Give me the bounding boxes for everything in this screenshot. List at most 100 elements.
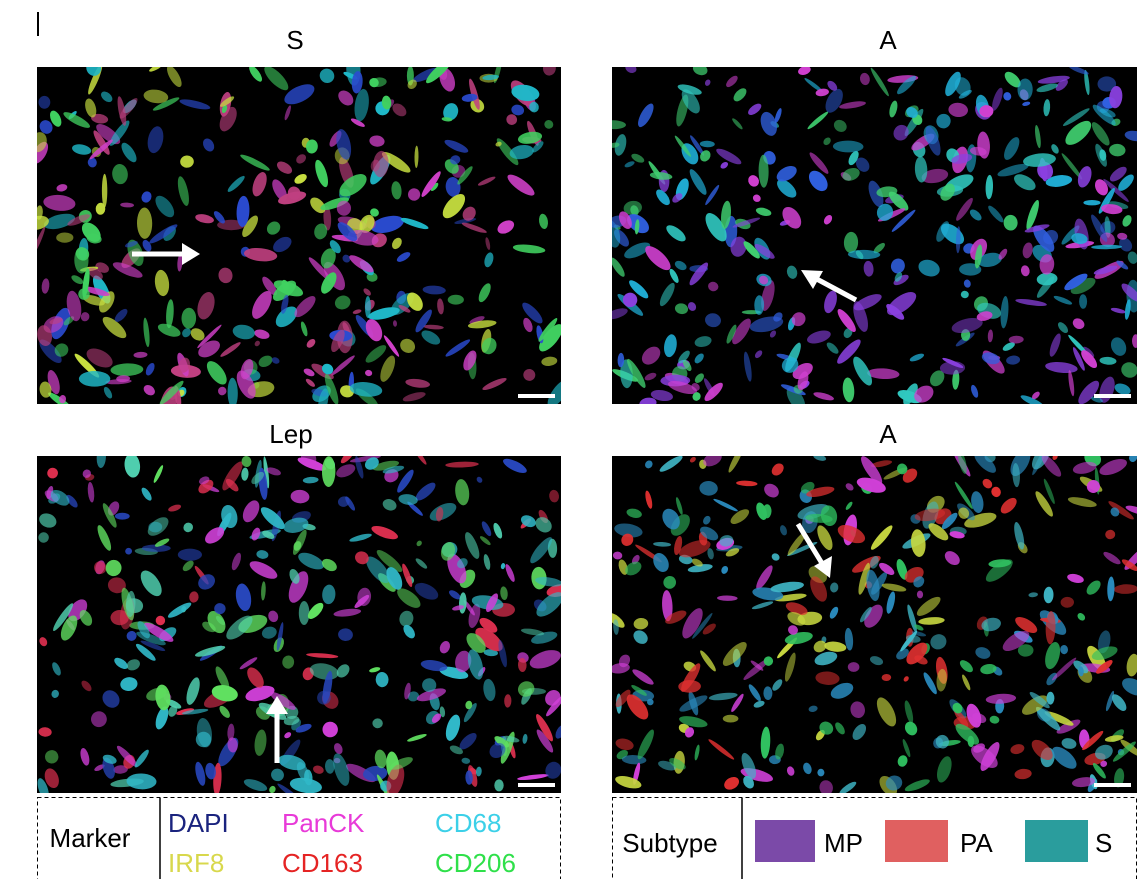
tissue-blob (703, 515, 711, 525)
tissue-blob (1077, 166, 1092, 188)
tissue-blob (95, 202, 106, 215)
tissue-blob (1122, 678, 1137, 696)
scale-bar (1094, 783, 1131, 787)
tissue-blob (240, 154, 270, 171)
tissue-blob (243, 779, 268, 792)
tissue-blob (136, 207, 153, 239)
tissue-blob (107, 577, 126, 594)
tissue-blob (750, 660, 764, 671)
tissue-blob (506, 114, 518, 125)
tissue-blob (893, 274, 909, 286)
tissue-blob (1103, 551, 1121, 565)
tissue-blob (206, 361, 227, 385)
tissue-blob (198, 574, 215, 590)
tissue-blob (143, 385, 155, 396)
tissue-blob (414, 456, 427, 465)
panel-title: S (286, 25, 303, 55)
tissue-blob (116, 375, 130, 383)
tissue-blob (997, 163, 1029, 177)
tissue-blob (511, 84, 540, 102)
tissue-blob (786, 766, 795, 776)
micrograph (37, 67, 561, 404)
tissue-blob (1061, 738, 1077, 749)
tissue-blob (407, 691, 420, 702)
tissue-blob (815, 671, 840, 685)
tissue-blob (691, 558, 703, 567)
tissue-blob (517, 774, 549, 781)
tissue-blob (674, 135, 692, 157)
tissue-blob (724, 776, 740, 790)
tissue-blob (1109, 143, 1126, 157)
tissue-blob (103, 386, 113, 399)
tissue-blob (288, 571, 309, 603)
tissue-blob (679, 716, 708, 728)
tissue-blob (844, 627, 854, 651)
tissue-blob (617, 352, 625, 368)
tissue-blob (843, 327, 853, 339)
tissue-blob (110, 363, 144, 377)
tissue-blob (535, 577, 561, 587)
tissue-blob (461, 757, 471, 764)
tissue-blob (656, 189, 670, 206)
tissue-blob (813, 456, 827, 461)
tissue-blob (612, 120, 626, 130)
tissue-blob (837, 525, 866, 544)
tissue-blob (38, 95, 51, 109)
tissue-blob (486, 593, 498, 613)
tissue-blob (1036, 272, 1058, 286)
tissue-blob (819, 780, 833, 793)
tissue-blob (962, 674, 971, 691)
tissue-blob (87, 157, 97, 168)
tissue-blob (637, 729, 654, 760)
tissue-blob (623, 200, 642, 215)
tissue-blob (39, 637, 48, 647)
tissue-blob (364, 457, 379, 470)
tissue-blob (364, 296, 371, 318)
tissue-blob (59, 395, 67, 404)
tissue-blob (406, 292, 423, 311)
tissue-blob (296, 154, 307, 164)
tissue-blob (797, 371, 809, 391)
tissue-blob (873, 242, 885, 254)
tissue-blob (75, 247, 90, 261)
tissue-blob (954, 481, 973, 510)
tissue-blob (215, 666, 230, 691)
tissue-blob (1118, 174, 1134, 191)
tissue-blob (1041, 456, 1062, 477)
legend-item: CD206 (435, 848, 516, 878)
tissue-blob (951, 317, 983, 334)
tissue-blob (1124, 299, 1131, 320)
tissue-blob (416, 688, 447, 702)
tissue-blob (914, 508, 946, 522)
tissue-blob (1051, 144, 1059, 154)
tissue-blob (529, 101, 539, 113)
tissue-blob (538, 318, 558, 342)
tissue-blob (142, 239, 152, 252)
tissue-blob (1112, 741, 1136, 762)
tissue-blob (949, 531, 965, 539)
tissue-blob (842, 167, 860, 181)
tissue-blob (315, 159, 329, 188)
tissue-blob (1091, 396, 1103, 403)
tissue-blob (536, 592, 561, 617)
tissue-blob (700, 526, 719, 541)
tissue-blob (220, 342, 241, 357)
tissue-blob (848, 150, 859, 166)
tissue-blob (894, 272, 903, 282)
tissue-blob (692, 612, 713, 639)
tissue-blob (674, 535, 683, 556)
tissue-blob (397, 469, 414, 493)
tissue-blob (788, 625, 798, 635)
tissue-blob (112, 164, 128, 185)
legend-box (37, 797, 561, 879)
tissue-blob (154, 538, 170, 547)
tissue-blob (612, 142, 620, 148)
tissue-blob (1014, 522, 1025, 550)
tissue-blob (771, 463, 784, 476)
tissue-blob (323, 205, 332, 231)
tissue-blob (120, 202, 134, 208)
tissue-blob (1119, 237, 1133, 252)
tissue-blob (189, 591, 199, 603)
tissue-blob (88, 267, 103, 280)
tissue-blob (243, 248, 278, 262)
